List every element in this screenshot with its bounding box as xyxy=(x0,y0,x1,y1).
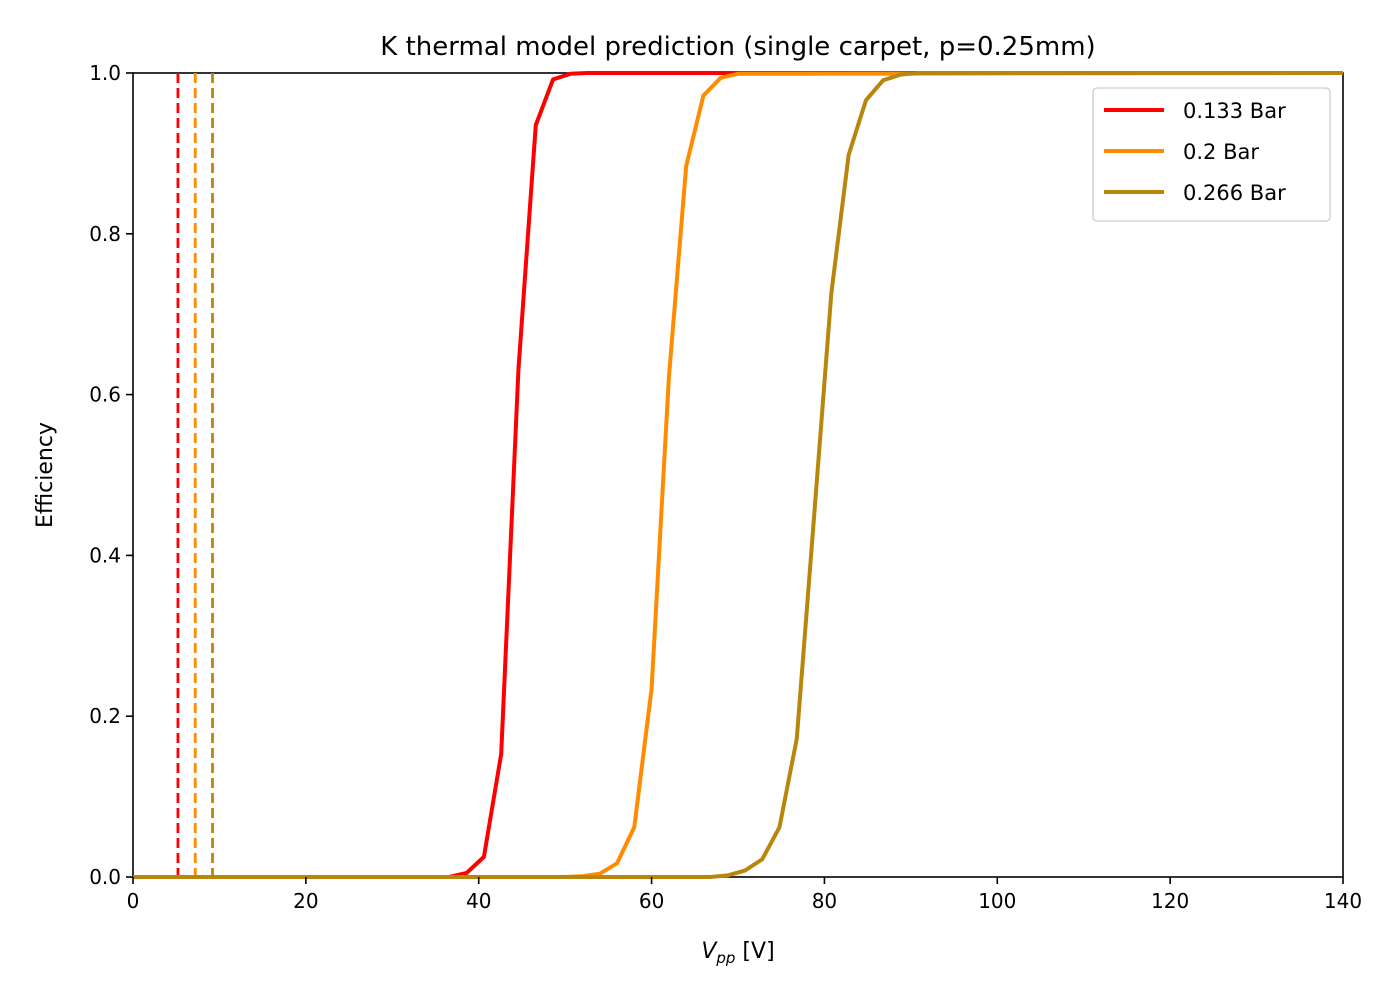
x-tick-label: 20 xyxy=(293,889,318,913)
x-axis-label-unit: [V] xyxy=(735,939,774,964)
x-tick-label: 120 xyxy=(1151,889,1189,913)
x-tick-label: 140 xyxy=(1324,889,1362,913)
chart-title: K thermal model prediction (single carpe… xyxy=(380,32,1095,62)
y-tick-label: 1.0 xyxy=(89,61,121,85)
series-line xyxy=(133,71,1343,879)
y-tick-label: 0.8 xyxy=(89,222,121,246)
x-axis-ticks: 0 20 40 60 80 100 120 140 xyxy=(127,877,1362,913)
threshold-lines xyxy=(176,73,214,877)
legend-label: 0.2 Bar xyxy=(1183,140,1259,164)
x-tick-label: 100 xyxy=(978,889,1016,913)
x-tick-label: 40 xyxy=(466,889,491,913)
x-tick-label: 60 xyxy=(639,889,664,913)
y-tick-label: 0.6 xyxy=(89,383,121,407)
legend-label: 0.266 Bar xyxy=(1183,181,1286,205)
series-lines xyxy=(133,71,1344,879)
x-tick-label: 80 xyxy=(812,889,837,913)
x-axis-label-var: V xyxy=(701,939,718,964)
y-tick-label: 0.4 xyxy=(89,543,121,567)
y-axis-ticks: 0.0 0.2 0.4 0.6 0.8 1.0 xyxy=(89,61,133,889)
y-axis-label: Efficiency xyxy=(33,422,58,528)
series-line xyxy=(133,71,1343,879)
legend-label: 0.133 Bar xyxy=(1183,99,1286,123)
plot-area xyxy=(132,71,1344,879)
y-tick-label: 0.2 xyxy=(89,704,121,728)
x-axis-label-subscript: pp xyxy=(715,949,735,967)
x-axis-label: Vpp [V] xyxy=(701,939,774,967)
legend: 0.133 Bar 0.2 Bar 0.266 Bar xyxy=(1092,87,1331,222)
y-tick-label: 0.0 xyxy=(89,865,121,889)
x-tick-label: 0 xyxy=(127,889,140,913)
legend-box xyxy=(1092,87,1331,222)
